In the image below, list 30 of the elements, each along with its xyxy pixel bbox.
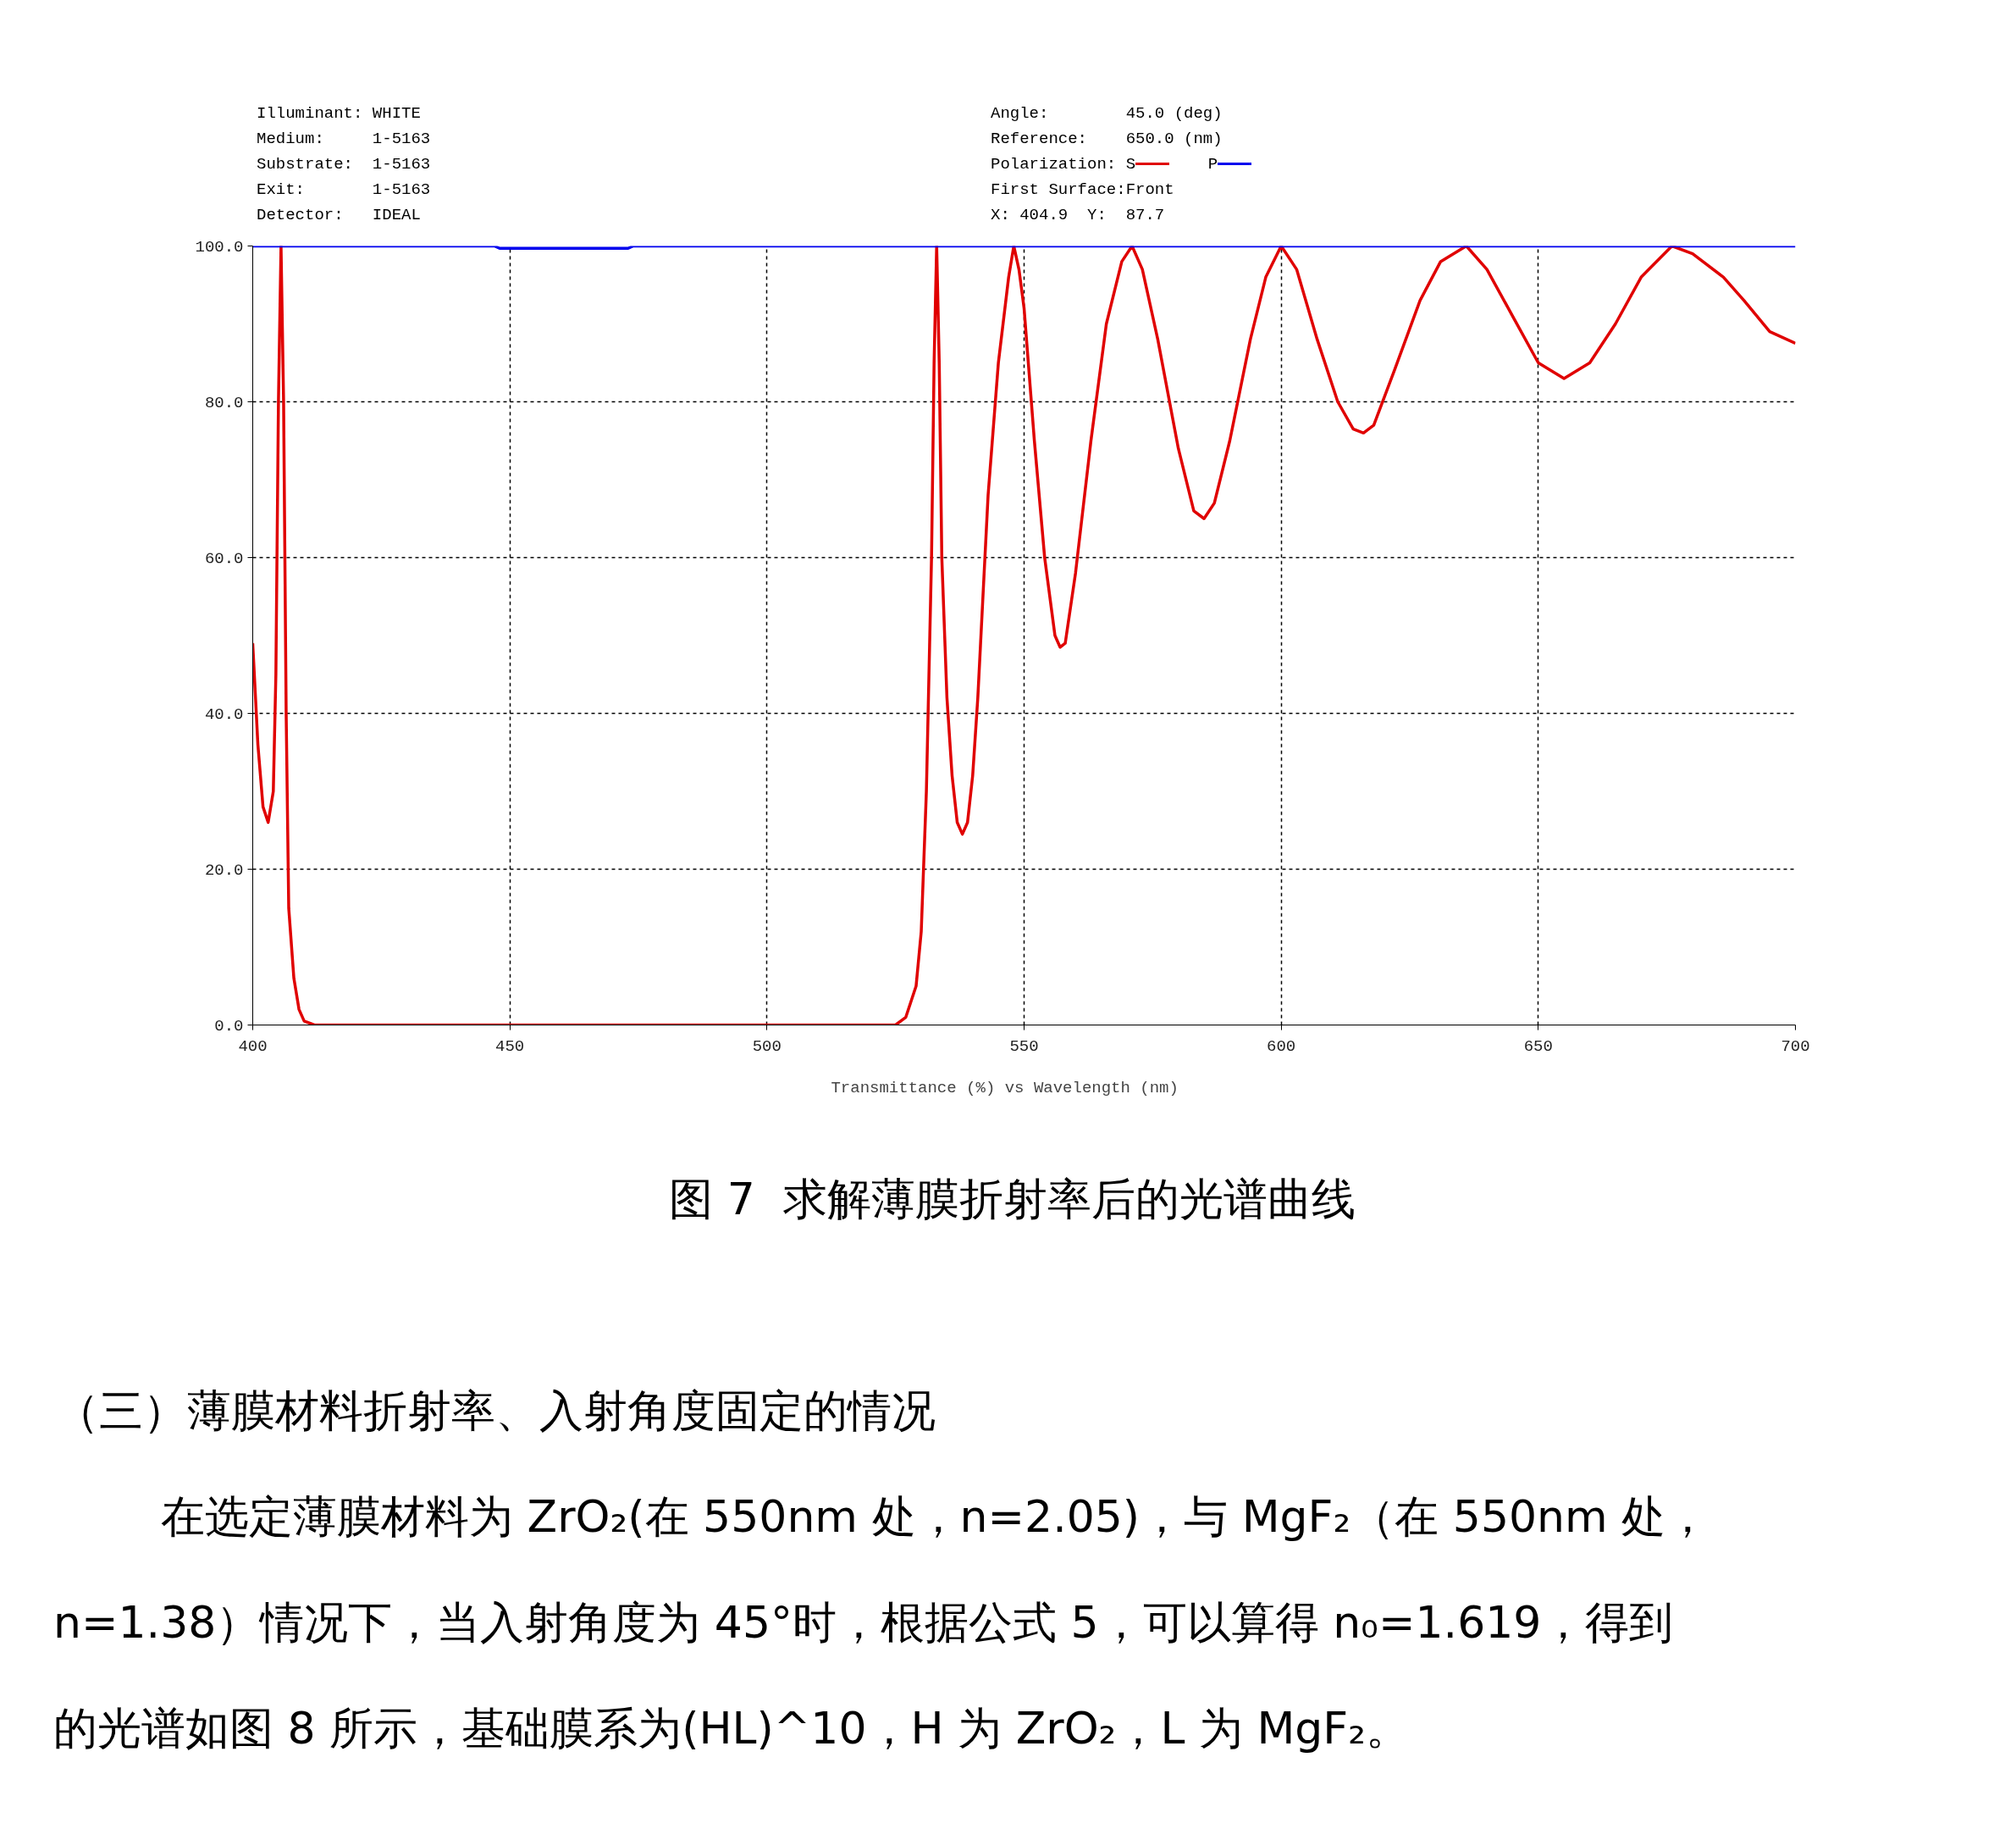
y-tick-label: 40.0 [204,705,244,724]
x-tick-label: 700 [1781,1036,1810,1056]
x-tick-label: 400 [238,1036,268,1056]
x-tick-label: 650 [1523,1036,1553,1056]
text: n=1.38）情况下，当入射角度为 45°时，根据公式 5，可以算得 n₀=1.619，得到 [53,1597,1674,1648]
text: Polarization: S [991,155,1136,174]
text: First Surface:Front [991,180,1174,199]
caption: 图 7 求解薄膜折射率后的光谱曲线 [668,1174,1356,1224]
y-tick-label: 60.0 [204,549,244,568]
text: Detector: IDEAL [257,206,421,224]
x-axis-title: Transmittance (%) vs Wavelength (nm) [831,1078,1179,1097]
y-tick-label: 0.0 [214,1016,244,1036]
text: Illuminant: WHITE [257,104,421,123]
x-tick-label: 500 [752,1036,782,1056]
text: （三）薄膜材料折射率、入射角度固定的情况 [55,1385,936,1436]
text: Angle: 45.0 (deg) [991,104,1223,123]
x-tick-label: 550 [1009,1036,1039,1056]
y-tick-label: 80.0 [204,393,244,412]
y-tick-label: 100.0 [195,237,244,257]
text: Substrate: 1-5163 [257,155,431,174]
text: 的光谱如图 8 所示，基础膜系为(HL)^10，H 为 ZrO₂，L 为 MgF₂。 [53,1703,1411,1754]
text: Reference: 650.0 (nm) [991,130,1223,148]
x-tick-label: 450 [495,1036,525,1056]
x-tick-label: 600 [1267,1036,1296,1056]
text: Medium: 1-5163 [257,130,431,148]
text: 在选定薄膜材料为 ZrO₂(在 550nm 处，n=2.05)，与 MgF₂（在 550nm 处， [161,1491,1710,1542]
text: Exit: 1-5163 [257,180,431,199]
text: X: 404.9 Y: 87.7 [991,206,1165,224]
y-tick-label: 20.0 [204,860,244,880]
legend-label: P [1207,155,1218,174]
